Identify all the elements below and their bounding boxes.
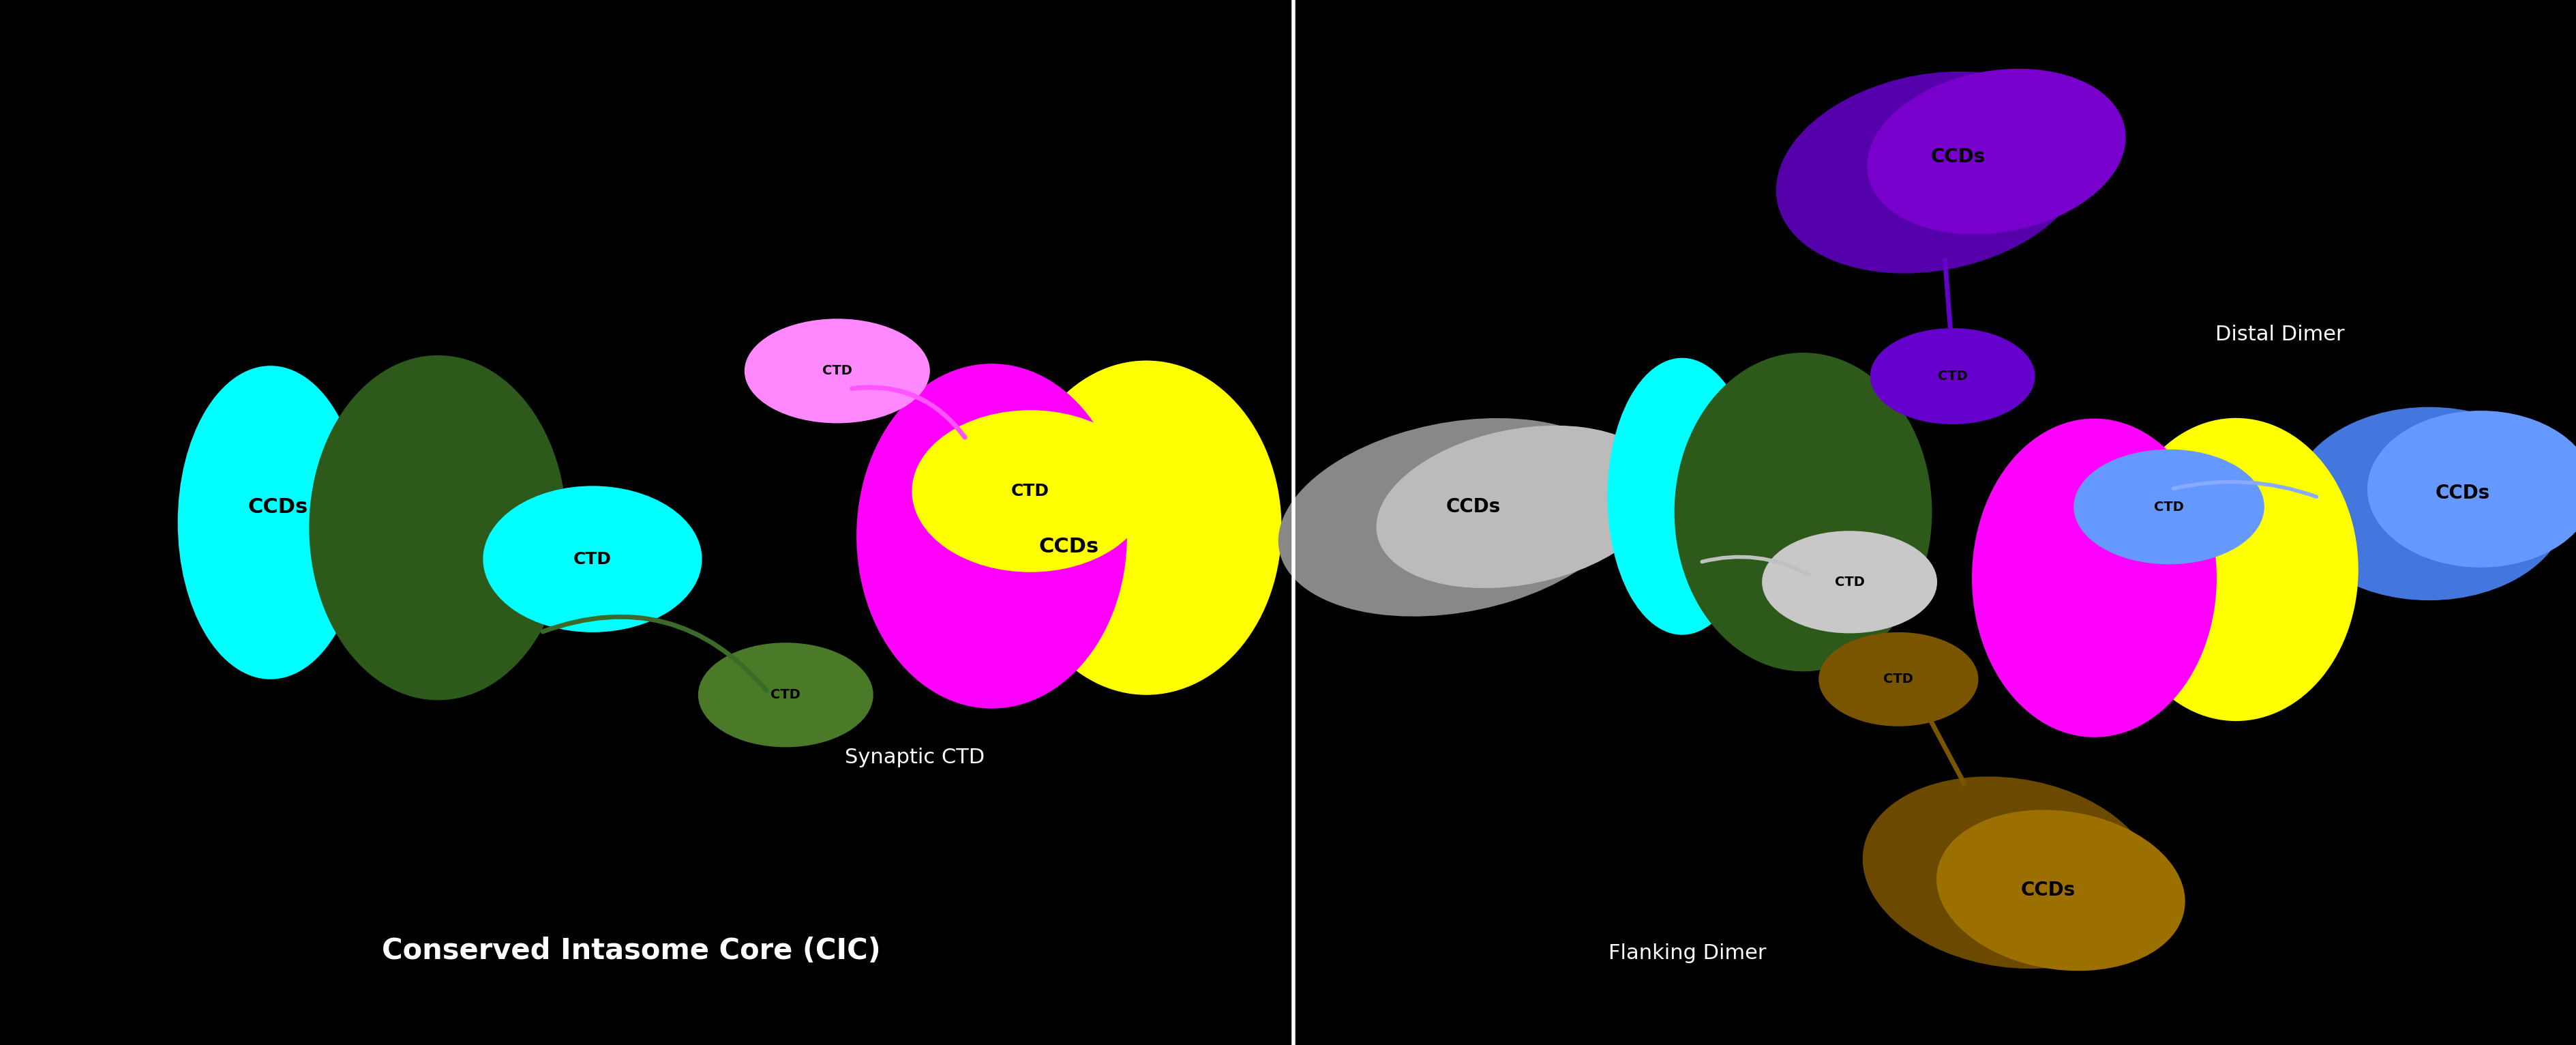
Ellipse shape xyxy=(178,366,363,679)
Ellipse shape xyxy=(912,410,1149,573)
Ellipse shape xyxy=(1674,352,1932,671)
Text: Distal Dimer: Distal Dimer xyxy=(2215,325,2344,344)
Text: CTD: CTD xyxy=(2154,501,2184,513)
Ellipse shape xyxy=(2115,418,2360,721)
Ellipse shape xyxy=(484,486,701,632)
Text: CTD: CTD xyxy=(1012,483,1048,500)
Text: Conserved Intasome Core (CIC): Conserved Intasome Core (CIC) xyxy=(381,936,881,966)
Text: CCDs: CCDs xyxy=(1038,537,1100,556)
Ellipse shape xyxy=(1870,328,2035,424)
Ellipse shape xyxy=(698,643,873,747)
Ellipse shape xyxy=(1010,361,1283,695)
Ellipse shape xyxy=(1762,531,1937,633)
Ellipse shape xyxy=(1819,632,1978,726)
Ellipse shape xyxy=(855,364,1128,709)
Text: CTD: CTD xyxy=(822,365,853,377)
Ellipse shape xyxy=(1937,810,2184,971)
Text: CCDs: CCDs xyxy=(1929,147,1986,166)
Text: CTD: CTD xyxy=(770,689,801,701)
Ellipse shape xyxy=(1868,69,2125,234)
Ellipse shape xyxy=(1862,776,2156,969)
Ellipse shape xyxy=(1607,357,1757,634)
Text: CCDs: CCDs xyxy=(1445,497,1502,516)
Ellipse shape xyxy=(1973,418,2215,738)
Ellipse shape xyxy=(2367,411,2576,567)
Text: CCDs: CCDs xyxy=(2020,881,2076,900)
Ellipse shape xyxy=(1376,425,1664,588)
Text: CCDs: CCDs xyxy=(247,497,309,516)
Text: CTD: CTD xyxy=(1883,673,1914,686)
Ellipse shape xyxy=(1775,71,2089,274)
Text: Flanking Dimer: Flanking Dimer xyxy=(1607,944,1767,962)
Text: CTD: CTD xyxy=(1937,370,1968,382)
Text: CCDs: CCDs xyxy=(2434,484,2491,503)
Ellipse shape xyxy=(744,319,930,423)
Ellipse shape xyxy=(1278,418,1633,617)
Ellipse shape xyxy=(2074,449,2264,564)
Text: Synaptic CTD: Synaptic CTD xyxy=(845,748,984,767)
Text: CTD: CTD xyxy=(1834,576,1865,588)
Text: CTD: CTD xyxy=(574,551,611,567)
Ellipse shape xyxy=(2290,407,2568,600)
Ellipse shape xyxy=(309,355,567,700)
